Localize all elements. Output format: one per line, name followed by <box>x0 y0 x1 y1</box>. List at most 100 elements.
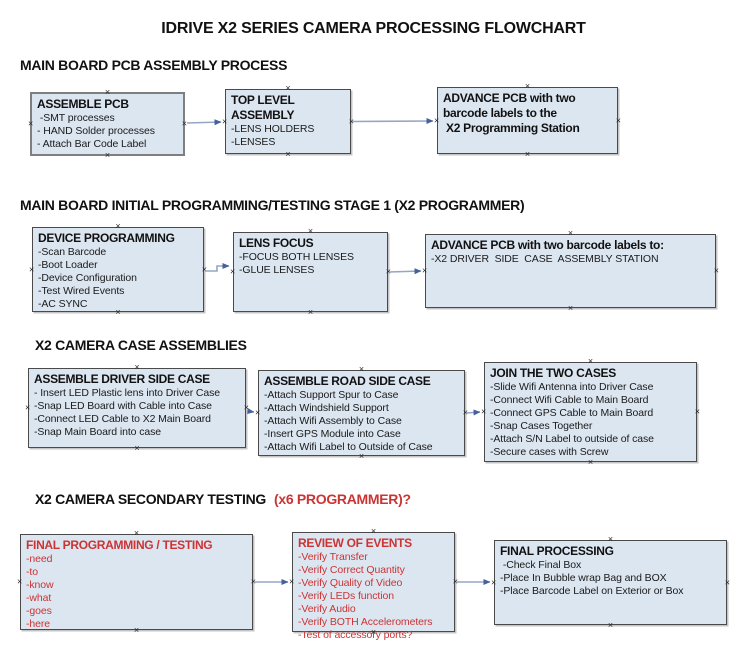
connector-arrow-device-to-lensfocus <box>205 263 230 272</box>
section-heading-secondary-testing: X2 CAMERA SECONDARY TESTING (x6 PROGRAMME… <box>35 491 411 507</box>
connection-point-marker: × <box>307 226 314 236</box>
box-item: -Secure cases with Screw <box>490 446 609 458</box>
box-item: - Insert LED Plastic lens into Driver Ca… <box>34 387 221 399</box>
box-item-list: -Slide Wifi Antenna into Driver Case -Con… <box>490 381 691 459</box>
connection-point-marker: × <box>134 362 140 372</box>
box-title: DEVICE PROGRAMMING <box>38 231 175 245</box>
box-item: -Test Wired Events <box>38 285 125 297</box>
box-advance-pcb-driver-side-station: ADVANCE PCB with two barcode labels to: … <box>422 229 719 313</box>
box-item: -Attach Windshield Support <box>264 402 389 414</box>
box-item: -SMT processes <box>37 112 115 124</box>
box-title: LENS FOCUS <box>239 236 314 250</box>
connection-point-marker: × <box>230 266 236 277</box>
box-title: ADVANCE PCB with two barcode labels to: <box>431 238 664 252</box>
section-heading-case-assemblies: X2 CAMERA CASE ASSEMBLIES <box>35 337 247 353</box>
connection-point-marker: × <box>524 149 531 159</box>
box-item: -Snap Main Board into case <box>34 426 161 438</box>
box-item: -Place Barcode Label on Exterior or Box <box>500 585 684 597</box>
box-title: JOIN THE TWO CASES <box>490 366 616 380</box>
box-item: -Snap LED Board with Cable into Case <box>34 400 212 412</box>
box-item: - HAND Solder processes <box>37 125 155 137</box>
connection-point-marker: × <box>422 265 428 276</box>
box-item: -Verify Correct Quantity <box>298 564 405 576</box>
section-heading-initial-programming: MAIN BOARD INITIAL PROGRAMMING/TESTING S… <box>20 197 525 213</box>
connection-point-marker: × <box>587 457 594 467</box>
box-item-list: -need -to -know -what -goes -here <box>26 553 247 631</box>
connection-point-marker: × <box>28 118 34 129</box>
box-item: -here <box>26 618 51 630</box>
box-item: -FOCUS BOTH LENSES <box>239 251 354 263</box>
connection-point-marker: × <box>17 576 23 587</box>
box-item-list: -Verify Transfer -Verify Correct Quantity… <box>298 551 449 642</box>
box-final-programming-testing: FINAL PROGRAMMING / TESTING -need -to -kno… <box>17 529 256 635</box>
box-item: -know <box>26 579 54 591</box>
box-item-list: -Check Final Box -Place In Bubble wrap Ba… <box>500 559 721 598</box>
connection-point-marker: × <box>348 116 354 126</box>
box-top-level-assembly: TOP LEVEL ASSEMBLY -LENS HOLDERS -LENSES … <box>222 84 354 159</box>
box-item: -Device Configuration <box>38 272 137 284</box>
connection-point-marker: × <box>222 116 228 126</box>
box-item-list: -SMT processes - HAND Solder processes - A… <box>37 112 178 151</box>
box-title: FINAL PROCESSING <box>500 544 614 558</box>
box-title: TOP LEVEL ASSEMBLY <box>231 93 297 122</box>
box-item: -Connect LED Cable to X2 Main Board <box>34 413 211 425</box>
section-heading-programmer-question: (x6 PROGRAMMER)? <box>273 491 411 507</box>
connection-point-marker: × <box>713 265 719 276</box>
box-item: -GLUE LENSES <box>239 264 315 276</box>
connector-arrow-toplevel-to-advance <box>351 118 434 125</box>
box-final-processing: FINAL PROCESSING -Check Final Box -Place … <box>491 535 730 630</box>
box-assemble-pcb: ASSEMBLE PCB -SMT processes - HAND Solder… <box>28 88 187 160</box>
connector-arrow-driverside-to-roadside <box>246 408 255 415</box>
box-title: ADVANCE PCB with two barcode labels to t… <box>443 91 580 135</box>
box-title: ASSEMBLE ROAD SIDE CASE <box>264 374 431 388</box>
connection-point-marker: × <box>289 576 295 587</box>
box-item: - Attach Bar Code Label <box>37 138 147 150</box>
box-item-list: -FOCUS BOTH LENSES -GLUE LENSES <box>239 251 382 277</box>
section-heading-pcb-assembly: MAIN BOARD PCB ASSEMBLY PROCESS <box>20 57 288 73</box>
connection-point-marker: × <box>607 620 614 630</box>
box-item: -Slide Wifi Antenna into Driver Case <box>490 381 654 393</box>
box-item: -Verify Quality of Video <box>298 577 403 589</box>
box-item: -need <box>26 553 53 565</box>
connection-point-marker: × <box>25 402 31 413</box>
box-item: -Attach Wifi Assembly to Case <box>264 415 402 427</box>
connection-point-marker: × <box>29 264 35 274</box>
box-item-list: -Scan Barcode -Boot Loader -Device Configu… <box>38 246 198 311</box>
box-item: -Check Final Box <box>500 559 582 571</box>
connection-point-marker: × <box>104 87 111 97</box>
connection-point-marker: × <box>462 407 468 418</box>
connection-point-marker: × <box>607 534 614 544</box>
box-join-the-two-cases: JOIN THE TWO CASES -Slide Wifi Antenna i… <box>481 357 700 467</box>
box-item: -Attach Wifi Label to Outside of Case <box>264 441 433 453</box>
connection-point-marker: × <box>133 528 140 538</box>
connection-point-marker: × <box>481 406 487 417</box>
box-item: -AC SYNC <box>38 298 88 310</box>
connector-arrow-pcb-to-toplevel <box>186 119 222 126</box>
section-heading-secondary-testing-text: X2 CAMERA SECONDARY TESTING <box>35 491 266 507</box>
connection-point-marker: × <box>434 115 440 125</box>
box-item: -Attach Support Spur to Case <box>264 389 399 401</box>
connection-point-marker: × <box>115 221 121 231</box>
connector-arrow-roadside-to-join <box>465 409 481 416</box>
box-item-list: -X2 DRIVER SIDE CASE ASSEMBLY STATION <box>431 253 710 266</box>
box-item-list: -Attach Support Spur to Case -Attach Wind… <box>264 389 459 454</box>
connector-arrow-lensfocus-to-advance <box>388 268 422 275</box>
box-lens-focus: LENS FOCUS -FOCUS BOTH LENSES -GLUE LENSE… <box>230 227 391 317</box>
box-item: -Attach S/N Label to outside of case <box>490 433 654 445</box>
box-assemble-road-side-case: ASSEMBLE ROAD SIDE CASE -Attach Support … <box>255 365 468 461</box>
box-item: -Boot Loader <box>38 259 98 271</box>
box-item-list: -LENS HOLDERS -LENSES <box>231 123 345 149</box>
connection-point-marker: × <box>524 81 531 91</box>
connection-point-marker: × <box>491 577 497 587</box>
box-item: -Verify LEDs function <box>298 590 394 602</box>
box-item: -Insert GPS Module into Case <box>264 428 401 440</box>
box-item: -Connect Wifi Cable to Main Board <box>490 394 649 406</box>
connection-point-marker: × <box>567 228 574 238</box>
box-device-programming: DEVICE PROGRAMMING -Scan Barcode -Boot Lo… <box>29 222 207 317</box>
connection-point-marker: × <box>615 115 621 125</box>
box-item: -Place In Bubble wrap Bag and BOX <box>500 572 667 584</box>
box-item: -to <box>26 566 38 578</box>
connection-point-marker: × <box>104 150 111 160</box>
box-item: -LENS HOLDERS <box>231 123 315 135</box>
